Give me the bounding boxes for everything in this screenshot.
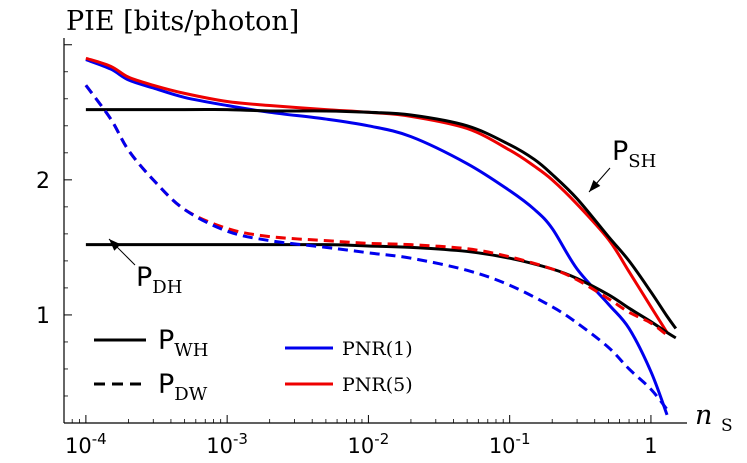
legend-label-pnr1: PNR(1)	[342, 338, 413, 360]
series-line-5	[84, 84, 669, 411]
x-tick-label-2: 10-2	[348, 430, 390, 458]
y-axis-label: PIE [bits/photon]	[66, 6, 299, 37]
y-tick-label-1: 2	[36, 169, 50, 194]
x-tick-label-4: 1	[644, 434, 657, 458]
x-tick-label-1: 10-3	[206, 430, 248, 458]
x-axis-label: n S	[695, 400, 733, 436]
annotation-psh-label: PSH	[612, 136, 656, 172]
annotation-psh-arrowhead	[589, 180, 601, 192]
axis-ticks	[63, 44, 652, 424]
legend-label-pwh: PWH	[158, 325, 209, 361]
y-tick-label-0: 1	[36, 304, 50, 329]
x-axis-label-sub: S	[721, 416, 733, 436]
legend: PWH PDW PNR(1) PNR(5)	[94, 325, 413, 405]
annotation-psh: PSH	[588, 136, 656, 193]
x-tick-label-3: 10-1	[489, 430, 531, 458]
x-axis-label-main: n	[695, 400, 712, 431]
series-curves	[84, 56, 678, 416]
annotation-pdh: PDH	[108, 238, 182, 298]
series-line-0	[85, 58, 669, 416]
annotation-pdh-arrowhead	[109, 239, 121, 251]
series-line-2	[85, 107, 678, 330]
legend-label-pnr5: PNR(5)	[342, 374, 413, 396]
axis-tick-labels: 10-4 10-3 10-2 10-1 1 1 2	[36, 169, 658, 458]
x-tick-label-0: 10-4	[65, 430, 107, 458]
annotation-pdh-label: PDH	[136, 262, 182, 298]
legend-label-pdw: PDW	[158, 369, 208, 405]
